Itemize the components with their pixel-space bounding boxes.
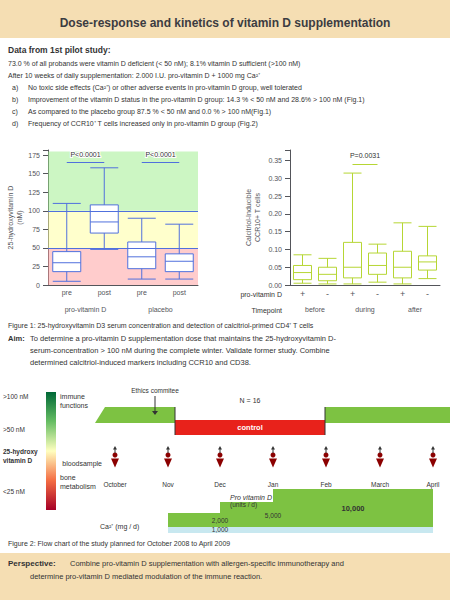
svg-text:No toxic side effects (Ca²⁺) o: No toxic side effects (Ca²⁺) or other ad… xyxy=(28,84,302,92)
svg-text:>100 nM: >100 nM xyxy=(3,393,28,400)
svg-text:+: + xyxy=(350,289,355,299)
svg-text:100: 100 xyxy=(28,207,40,214)
svg-text:placebo: placebo xyxy=(148,306,173,314)
svg-text:a): a) xyxy=(12,84,18,92)
svg-text:bloodsample: bloodsample xyxy=(62,460,102,468)
svg-text:0.25: 0.25 xyxy=(268,193,282,200)
svg-text:post: post xyxy=(98,289,111,297)
svg-text:Dose-response and kinetics of: Dose-response and kinetics of vitamin D … xyxy=(60,16,391,30)
svg-text:Calcitriol-Inducible: Calcitriol-Inducible xyxy=(245,189,252,246)
svg-text:pro-vitamin D: pro-vitamin D xyxy=(65,306,107,314)
svg-text:control: control xyxy=(237,423,262,432)
svg-text:-: - xyxy=(376,289,379,299)
svg-text:0.00: 0.00 xyxy=(268,282,282,289)
svg-text:October: October xyxy=(103,481,127,488)
svg-text:Data from 1st pilot study:: Data from 1st pilot study: xyxy=(8,45,111,55)
svg-text:5,000: 5,000 xyxy=(265,512,282,519)
svg-text:(units / d): (units / d) xyxy=(230,501,257,509)
svg-text:Feb: Feb xyxy=(320,481,332,488)
svg-text:functions: functions xyxy=(60,402,89,409)
svg-text:125: 125 xyxy=(28,189,40,196)
svg-text:+: + xyxy=(300,289,305,299)
svg-text:50: 50 xyxy=(32,244,40,251)
svg-text:25-hydroxyvitamin D: 25-hydroxyvitamin D xyxy=(7,186,15,250)
svg-text:P=0.0031: P=0.0031 xyxy=(350,152,380,159)
svg-text:Ca²⁺ (mg / d): Ca²⁺ (mg / d) xyxy=(100,523,139,531)
svg-text:b): b) xyxy=(12,96,18,104)
svg-text:1,000: 1,000 xyxy=(212,526,229,533)
svg-text:2,000: 2,000 xyxy=(212,517,229,524)
svg-text:0.35: 0.35 xyxy=(268,157,282,164)
svg-text:d): d) xyxy=(12,120,18,128)
svg-text:before: before xyxy=(305,306,325,313)
svg-text:0: 0 xyxy=(36,282,40,289)
svg-text:determine pro-vitamin D mediat: determine pro-vitamin D mediated modulat… xyxy=(30,572,262,581)
svg-text:Ethics commitee: Ethics commitee xyxy=(131,387,179,394)
svg-text:Frequency of CCR10⁺ T cells in: Frequency of CCR10⁺ T cells increased on… xyxy=(28,120,258,128)
svg-text:CCR10+ T cells: CCR10+ T cells xyxy=(254,193,261,242)
svg-text:pro-vitamin D: pro-vitamin D xyxy=(240,291,282,299)
svg-text:To determine a pro-vitamin D s: To determine a pro-vitamin D supplementa… xyxy=(30,334,336,343)
svg-text:0.30: 0.30 xyxy=(268,175,282,182)
svg-text:pre: pre xyxy=(62,289,72,297)
svg-text:Jan: Jan xyxy=(268,481,279,488)
svg-text:Improvement of the vitamin D s: Improvement of the vitamin D status in t… xyxy=(28,96,365,104)
svg-text:March: March xyxy=(371,481,389,488)
svg-text:pre: pre xyxy=(137,289,147,297)
svg-text:Dec: Dec xyxy=(214,481,226,488)
svg-text:Pro vitamin D: Pro vitamin D xyxy=(230,494,272,501)
svg-text:Perspective:: Perspective: xyxy=(8,559,56,568)
svg-text:75: 75 xyxy=(32,226,40,233)
svg-text:0.15: 0.15 xyxy=(268,228,282,235)
svg-text:0.10: 0.10 xyxy=(268,246,282,253)
svg-text:determined calcitriol-induced: determined calcitriol-induced markers in… xyxy=(30,358,251,367)
svg-text:10,000: 10,000 xyxy=(342,504,365,513)
svg-text:0.05: 0.05 xyxy=(268,264,282,271)
svg-text:+: + xyxy=(400,289,405,299)
svg-text:-: - xyxy=(426,289,429,299)
svg-text:175: 175 xyxy=(28,152,40,159)
svg-text:73.0 % of all probands were vi: 73.0 % of all probands were vitamin D de… xyxy=(8,60,300,68)
svg-text:P<0.0001: P<0.0001 xyxy=(70,151,100,158)
svg-text:bone: bone xyxy=(60,474,76,481)
svg-text:Figure 2: Flow chart of the st: Figure 2: Flow chart of the study planne… xyxy=(8,540,230,548)
svg-text:0.20: 0.20 xyxy=(268,210,282,217)
svg-text:after: after xyxy=(408,306,423,313)
svg-text:(nM): (nM) xyxy=(16,210,24,224)
svg-text:-: - xyxy=(326,289,329,299)
svg-text:serum-concentration > 100 nM d: serum-concentration > 100 nM during the … xyxy=(30,346,330,355)
svg-text:After 10 weeks of daily supple: After 10 weeks of daily supplementation:… xyxy=(8,72,261,80)
svg-text:metabolism: metabolism xyxy=(60,483,96,490)
svg-text:P<0.0001: P<0.0001 xyxy=(145,151,175,158)
svg-text:25: 25 xyxy=(32,263,40,270)
svg-text:vitamin D: vitamin D xyxy=(3,457,33,464)
svg-text:Nov: Nov xyxy=(162,481,174,488)
svg-text:post: post xyxy=(173,289,186,297)
svg-text:<25 nM: <25 nM xyxy=(3,488,25,495)
svg-text:25-hydroxy: 25-hydroxy xyxy=(3,448,38,456)
svg-text:>50 nM: >50 nM xyxy=(3,426,25,433)
svg-text:Figure 1: 25-hydroxyvitamin D3: Figure 1: 25-hydroxyvitamin D3 serum con… xyxy=(8,322,314,330)
svg-text:N = 16: N = 16 xyxy=(240,397,261,404)
svg-text:Combine pro-vitamin D suppleme: Combine pro-vitamin D supplementation wi… xyxy=(70,559,344,568)
svg-text:immune: immune xyxy=(60,393,85,400)
svg-text:Timepoint: Timepoint xyxy=(252,307,283,315)
svg-text:April: April xyxy=(426,481,440,489)
svg-text:during: during xyxy=(355,306,375,314)
svg-text:As compared to the placebo gro: As compared to the placebo group 87.5 % … xyxy=(28,108,271,116)
svg-text:150: 150 xyxy=(28,170,40,177)
svg-text:c): c) xyxy=(12,108,18,116)
svg-text:Aim:: Aim: xyxy=(8,334,25,343)
